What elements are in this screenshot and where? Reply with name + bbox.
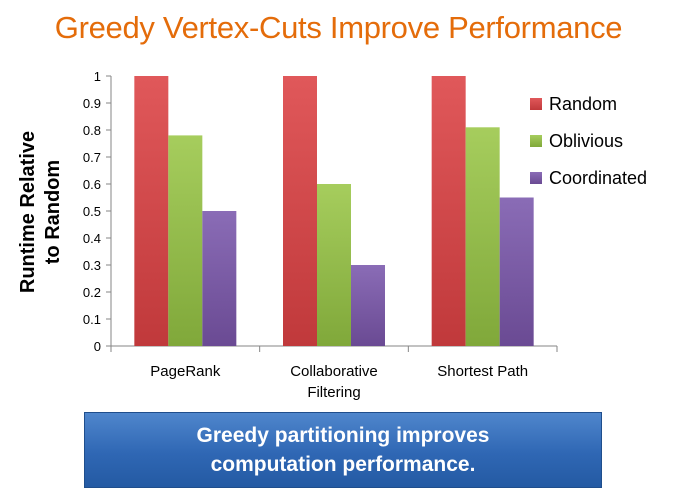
x-category-label: Collaborative Filtering bbox=[290, 363, 378, 401]
slide-title: Greedy Vertex-Cuts Improve Performance bbox=[54, 10, 623, 45]
legend-swatch-random bbox=[530, 98, 542, 110]
y-axis-label: Runtime Relative to Random bbox=[17, 131, 64, 293]
y-tick-label: 0.7 bbox=[83, 150, 101, 165]
y-tick-labels: 0 0.1 0.2 0.3 0.4 0.5 0.6 0.7 0.8 0.9 1 bbox=[83, 69, 101, 354]
callout-line-1: Greedy partitioning improves bbox=[196, 424, 490, 447]
y-tick-label: 0.5 bbox=[83, 204, 101, 219]
y-axis-label-line1: Runtime Relative bbox=[17, 131, 39, 293]
y-tick-label: 1 bbox=[94, 69, 101, 84]
y-axis-label-line2: to Random bbox=[42, 160, 64, 264]
legend-swatch-oblivious bbox=[530, 135, 542, 147]
legend-swatch-coordinated bbox=[530, 172, 542, 184]
y-tick-label: 0.6 bbox=[83, 177, 101, 192]
bar-coordinated-2 bbox=[499, 197, 534, 346]
legend-label-random: Random bbox=[549, 94, 617, 114]
y-tick-label: 0.3 bbox=[83, 258, 101, 273]
y-tick-label: 0.9 bbox=[83, 96, 101, 111]
bar-coordinated-0 bbox=[202, 211, 237, 346]
y-tick-label: 0.1 bbox=[83, 312, 101, 327]
bar-random-0 bbox=[134, 76, 169, 346]
y-tick-label: 0.8 bbox=[83, 123, 101, 138]
y-tick-label: 0 bbox=[94, 339, 101, 354]
x-category-label: PageRank bbox=[150, 363, 221, 380]
chart-bars bbox=[134, 76, 534, 346]
bar-random-2 bbox=[431, 76, 466, 346]
x-category-labels: PageRank Collaborative Filtering Shortest P… bbox=[150, 363, 528, 401]
bar-oblivious-1 bbox=[317, 184, 351, 346]
bar-random-1 bbox=[283, 76, 317, 346]
callout-line-2: computation performance. bbox=[210, 453, 476, 476]
bar-chart: Runtime Relative to Random 0 0.1 0.2 0.3 0.4… bbox=[17, 69, 647, 401]
legend-label-coordinated: Coordinated bbox=[549, 168, 647, 188]
bar-oblivious-0 bbox=[168, 135, 203, 346]
y-tick-label: 0.4 bbox=[83, 231, 101, 246]
bar-coordinated-1 bbox=[351, 265, 385, 346]
y-tick-label: 0.2 bbox=[83, 285, 101, 300]
callout-text: Greedy partitioning improves computation… bbox=[197, 421, 490, 479]
chart-legend: Random Oblivious Coordinated bbox=[530, 94, 647, 188]
bar-oblivious-2 bbox=[465, 127, 500, 346]
legend-label-oblivious: Oblivious bbox=[549, 131, 623, 151]
callout-box: Greedy partitioning improves computation… bbox=[84, 412, 602, 488]
x-category-label: Shortest Path bbox=[437, 363, 528, 380]
